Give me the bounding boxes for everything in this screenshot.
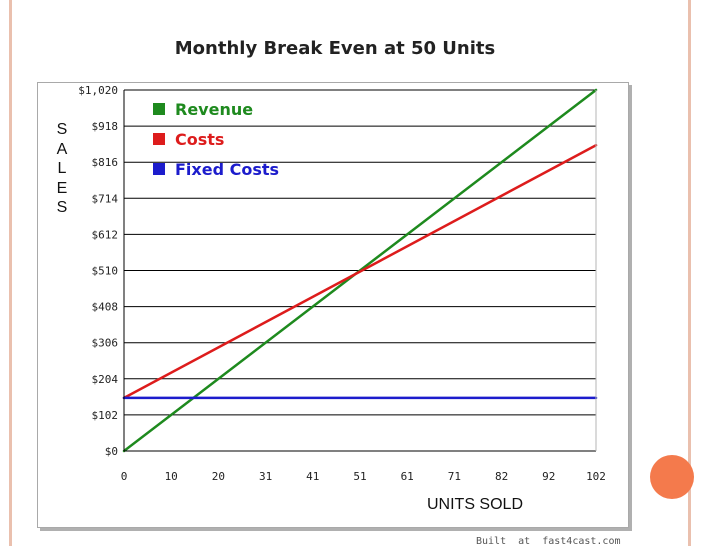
x-tick-label: 10 [165, 470, 178, 483]
y-axis-label-letter: L [57, 160, 67, 177]
legend-swatch [153, 103, 165, 115]
legend: Revenue Costs Fixed Costs [153, 100, 279, 179]
y-tick-label: $510 [92, 265, 119, 278]
y-tick-label: $102 [92, 409, 119, 422]
y-tick-label: $918 [92, 120, 119, 133]
series-line-costs [122, 143, 598, 400]
slide-decoration-circle [650, 455, 694, 499]
axes [123, 90, 597, 452]
y-tick-label: $714 [92, 192, 119, 205]
y-tick-label: $816 [92, 156, 119, 169]
x-tick-label: 61 [401, 470, 414, 483]
x-tick-label: 102 [586, 470, 606, 483]
x-tick-label: 0 [121, 470, 128, 483]
tick-labels: $0 $102 $204 $306 $408 $510 $612 $714 $816 $918 $1… [78, 84, 606, 483]
x-tick-label: 31 [259, 470, 272, 483]
legend-swatch [153, 163, 165, 175]
y-tick-label: $0 [105, 445, 118, 458]
x-tick-label: 20 [212, 470, 225, 483]
legend-label: Fixed Costs [175, 160, 279, 179]
y-axis-label-letter: S [56, 199, 68, 216]
chart-title: Monthly Break Even at 50 Units [174, 38, 496, 59]
y-axis-label-letter: A [56, 140, 68, 158]
chart-panel [37, 82, 629, 528]
y-tick-label: $204 [92, 373, 119, 386]
y-tick-label: $1,020 [78, 84, 118, 97]
x-tick-label: 82 [495, 470, 508, 483]
x-tick-label: 41 [306, 470, 319, 483]
x-tick-label: 51 [353, 470, 366, 483]
y-axis-label-letter: S [56, 121, 68, 138]
slide-border-right [688, 0, 691, 546]
x-tick-label: 71 [448, 470, 461, 483]
slide-border-left [9, 0, 12, 546]
y-tick-label: $306 [92, 337, 119, 350]
legend-label: Costs [175, 130, 224, 149]
legend-label: Revenue [175, 100, 253, 119]
x-axis-label: UNITS SOLD [426, 496, 523, 513]
footer-credit: Built at fast4cast.com [476, 536, 621, 547]
series-lines [122, 88, 598, 453]
legend-swatch [153, 133, 165, 145]
y-axis-label-letter: E [56, 179, 68, 197]
y-tick-label: $612 [92, 228, 119, 241]
y-tick-label: $408 [92, 301, 119, 314]
x-tick-label: 92 [542, 470, 555, 483]
